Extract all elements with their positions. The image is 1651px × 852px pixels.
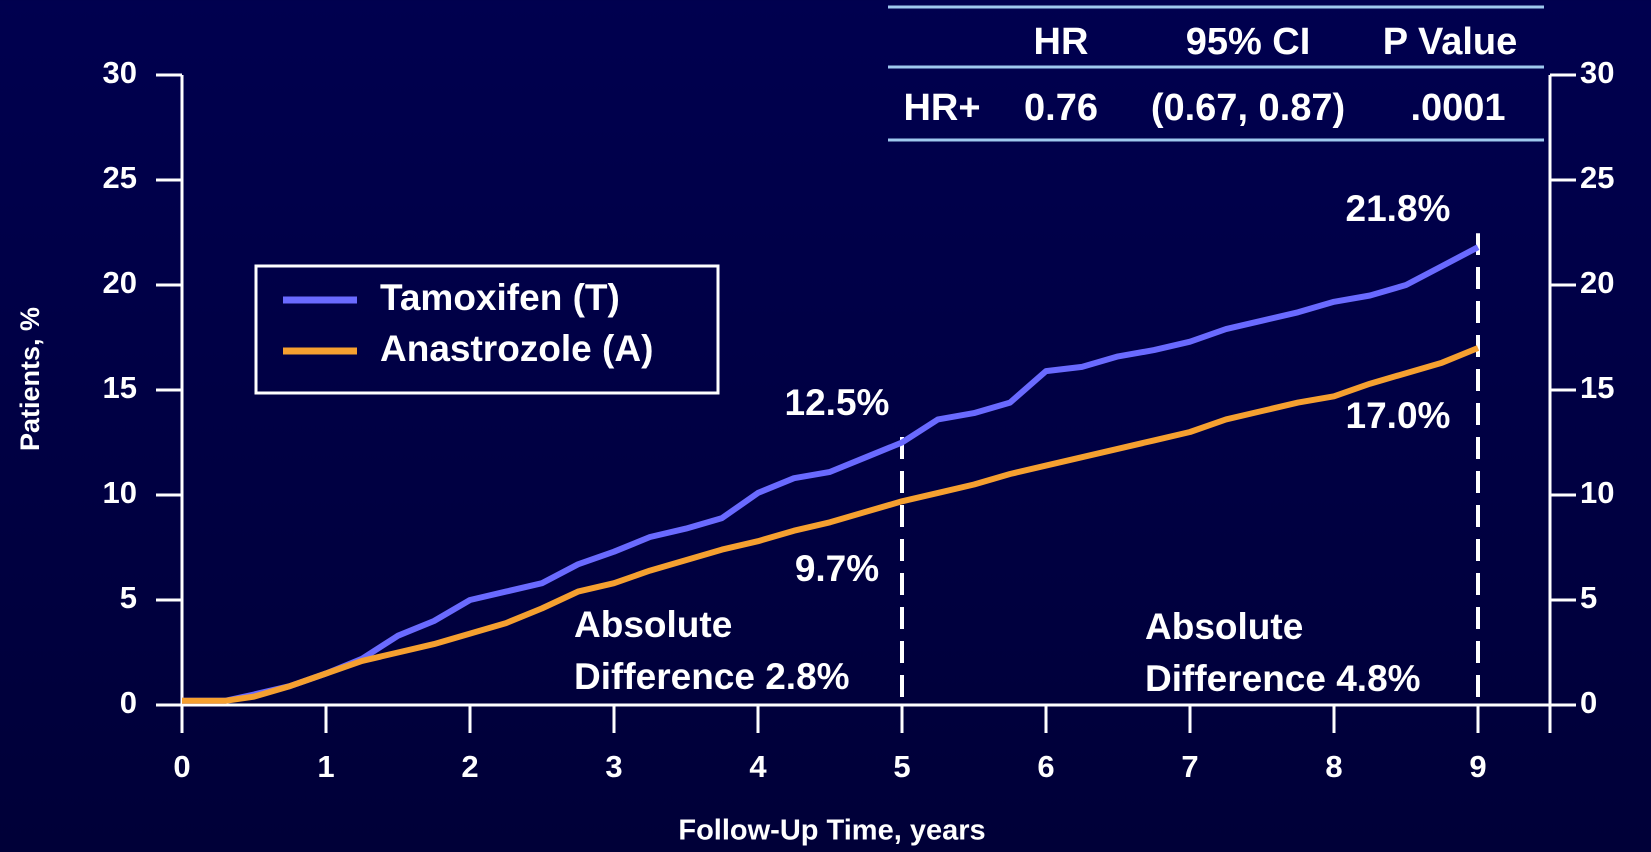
annotation: 21.8% (1346, 188, 1451, 229)
annotation: Difference 2.8% (574, 656, 850, 697)
table-header: 95% CI (1186, 21, 1311, 63)
x-tick-label: 7 (1181, 749, 1198, 784)
x-tick-label: 2 (461, 749, 478, 784)
x-tick-label: 8 (1325, 749, 1342, 784)
hr-table: HR 95% CI P Value HR+ 0.76 (0.67, 0.87) .0001 (888, 5, 1544, 142)
x-tick-label: 5 (893, 749, 910, 784)
y-tick-label: 30 (103, 55, 137, 90)
annotation: Absolute (574, 604, 732, 645)
x-tick-label: 3 (605, 749, 622, 784)
table-header: P Value (1383, 21, 1518, 63)
series-line (182, 345, 1480, 704)
table-cell: .0001 (1410, 87, 1505, 129)
y-tick-label: 20 (103, 265, 137, 300)
x-tick-label: 6 (1037, 749, 1054, 784)
annotation: Absolute (1145, 606, 1303, 647)
y-tick-label: 25 (103, 160, 137, 195)
y-tick-label: 0 (120, 685, 137, 720)
table-cell: (0.67, 0.87) (1151, 87, 1345, 129)
y2-tick-label: 5 (1580, 580, 1597, 615)
y2-tick-label: 10 (1580, 475, 1614, 510)
y2-tick-label: 30 (1580, 55, 1614, 90)
y-tick-label: 15 (103, 370, 137, 405)
x-tick-label: 9 (1469, 749, 1486, 784)
legend-box (254, 264, 720, 395)
y2-tick-label: 15 (1580, 370, 1614, 405)
x-tick-label: 0 (173, 749, 190, 784)
y-tick-label: 10 (103, 475, 137, 510)
x-axis-label: Follow-Up Time, years (678, 815, 985, 847)
x-tick-label: 1 (317, 749, 334, 784)
legend-label: Anastrozole (A) (380, 328, 653, 369)
legend: Tamoxifen (T) Anastrozole (A) (254, 264, 720, 395)
annotation: 9.7% (795, 548, 879, 589)
table-header: HR (1034, 21, 1089, 63)
series-line (182, 244, 1480, 704)
annotation: 17.0% (1346, 395, 1451, 436)
y2-tick-label: 25 (1580, 160, 1614, 195)
y-tick-label: 5 (120, 580, 137, 615)
legend-label: Tamoxifen (T) (380, 277, 620, 318)
x-tick-label: 4 (749, 749, 767, 784)
y-axis-label: Patients, % (15, 307, 45, 451)
table-cell: HR+ (903, 87, 980, 129)
annotation: 12.5% (785, 382, 890, 423)
y2-tick-label: 20 (1580, 265, 1614, 300)
annotation: Difference 4.8% (1145, 658, 1421, 699)
y2-tick-label: 0 (1580, 685, 1597, 720)
table-cell: 0.76 (1024, 87, 1098, 129)
